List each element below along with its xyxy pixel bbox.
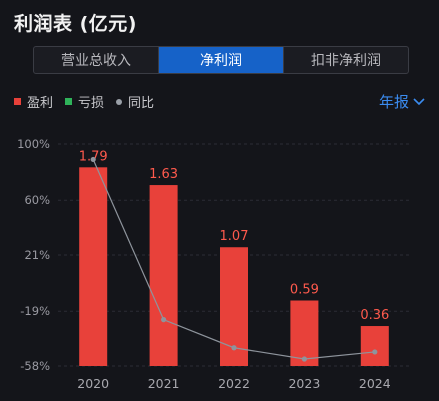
profit-bar [360,326,389,366]
profit-bar [149,185,178,366]
tab-net-profit[interactable]: 净利润 [159,47,284,73]
legend-label-profit: 盈利 [27,96,54,111]
chart-legend: 盈利 亏损 同比 [14,92,166,111]
yoy-point [231,345,237,351]
yoy-point [90,156,96,163]
y-tick-label: 60% [24,193,50,207]
legend-label-yoy: 同比 [128,96,155,111]
legend-item-yoy[interactable]: 同比 [116,92,154,111]
page-title: 利润表 (亿元) [14,13,137,35]
legend-item-loss[interactable]: 亏损 [65,92,104,111]
yoy-point [372,349,378,355]
y-tick-label: 100% [17,137,50,151]
yoy-point [161,317,167,323]
metric-tabs: 营业总收入 净利润 扣非净利润 [33,46,409,74]
bar-value-label: 0.36 [360,308,389,323]
yoy-dot-icon [116,98,123,105]
profit-bar [79,167,108,366]
y-tick-label: -19% [20,304,50,318]
y-tick-label: -58% [20,359,50,373]
legend-label-loss: 亏损 [78,96,105,111]
bar-value-label: 1.07 [220,229,249,244]
x-tick-label: 2021 [148,376,180,391]
net-profit-chart: 100% 60% 21% -19% -58% 1.79 2020 1.63 2021 1.07 20… [17,137,410,391]
bar-value-label: 1.79 [79,149,108,164]
profit-swatch-icon [14,98,21,105]
x-tick-label: 2020 [77,376,109,391]
y-tick-label: 21% [24,248,50,262]
period-label: 年报 [378,93,409,111]
tab-total-revenue[interactable]: 营业总收入 [34,47,159,73]
bar-value-label: 1.63 [149,167,178,182]
bar-value-label: 0.59 [290,283,319,298]
x-tick-label: 2023 [288,376,320,391]
chevron-down-icon [413,97,425,105]
loss-swatch-icon [65,98,73,105]
x-tick-label: 2022 [218,376,250,391]
legend-item-profit[interactable]: 盈利 [14,92,53,111]
tab-deducted-net-profit[interactable]: 扣非净利润 [311,53,381,69]
profit-bar [290,300,319,366]
x-tick-label: 2024 [359,376,391,391]
period-selector[interactable]: 年报 [379,91,425,112]
yoy-point [301,356,307,362]
